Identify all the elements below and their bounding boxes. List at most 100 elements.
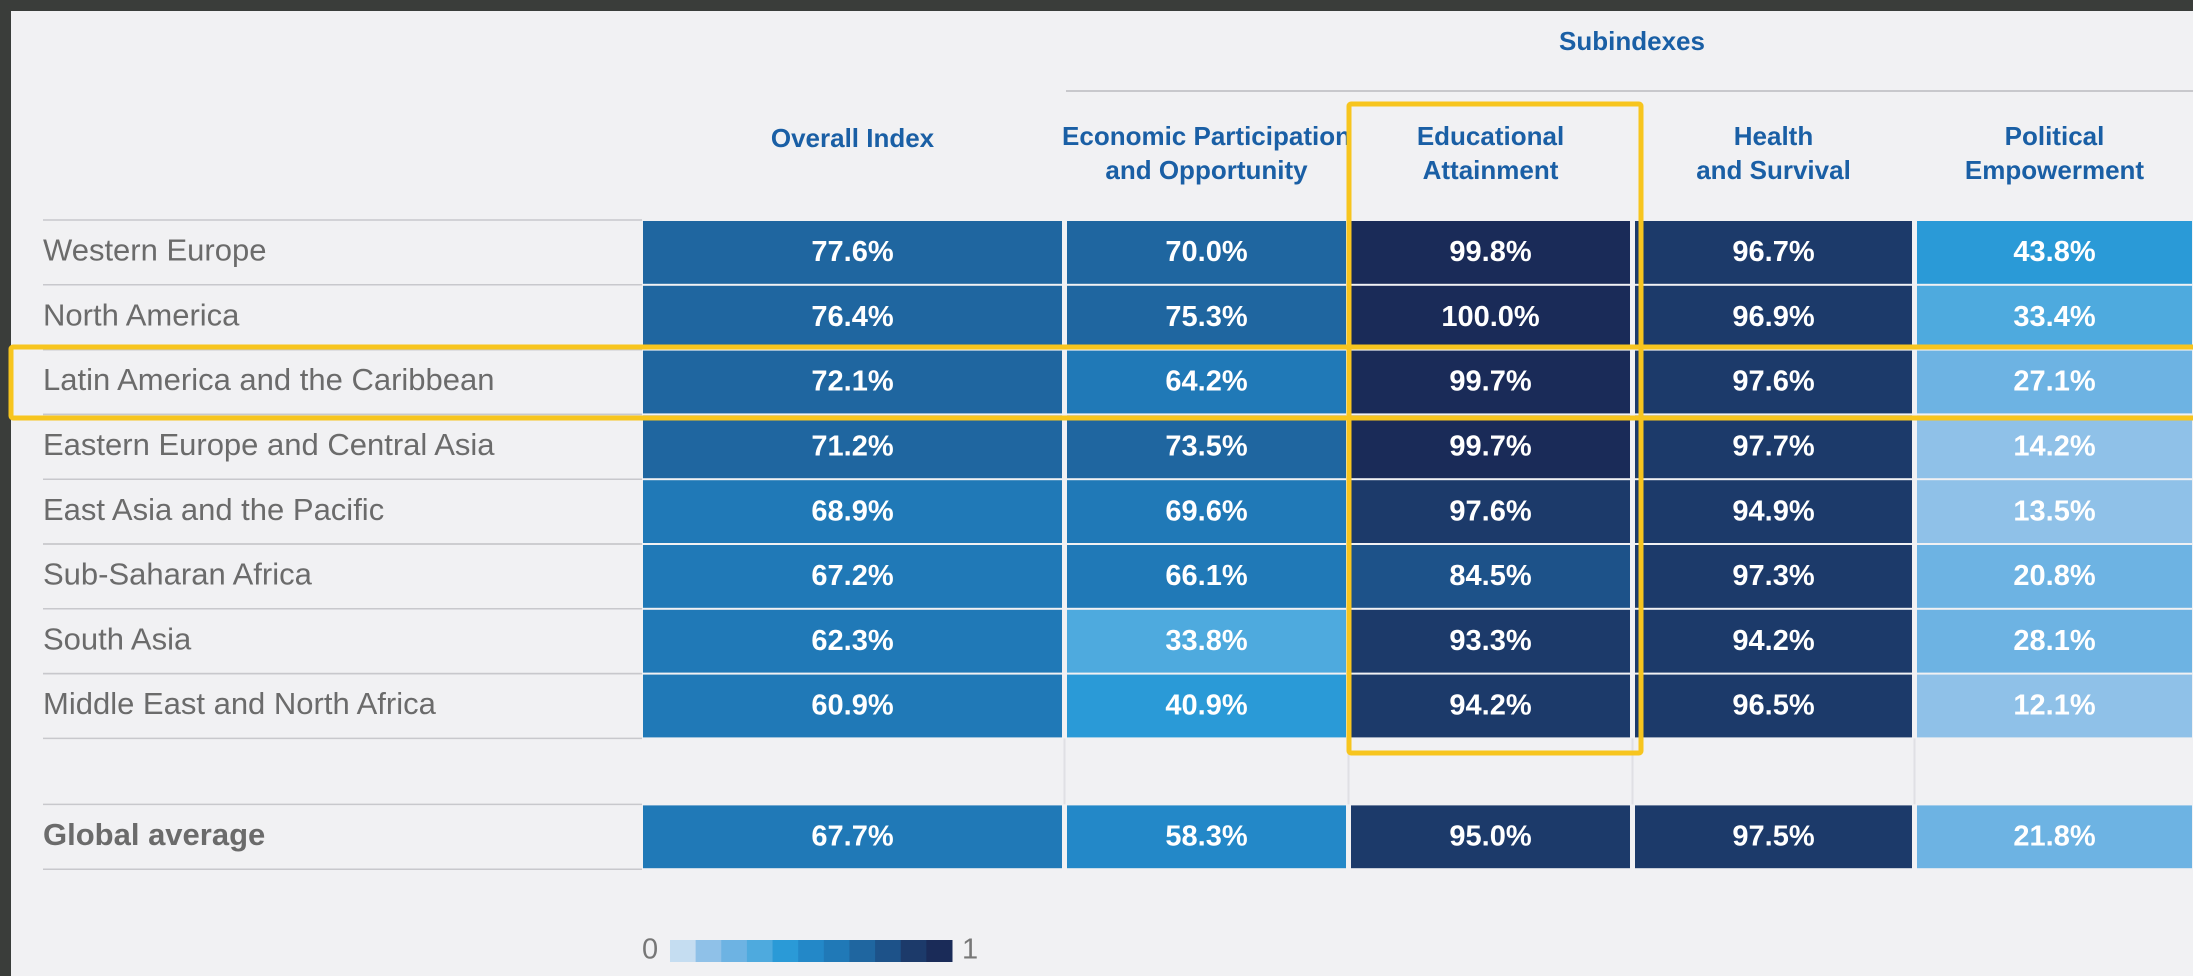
cell-value: 69.6% <box>1165 495 1247 527</box>
legend-swatch <box>746 940 774 962</box>
region-label: Middle East and North Africa <box>43 686 437 721</box>
heat-cell <box>643 221 1062 284</box>
heat-cell <box>1917 805 2192 869</box>
cell-value: 68.9% <box>811 495 893 527</box>
cell-value: 76.4% <box>811 301 893 333</box>
heat-cell <box>643 350 1062 414</box>
heat-cell <box>1351 480 1630 543</box>
heat-cell <box>1917 674 2192 738</box>
region-label: North America <box>43 297 240 332</box>
legend-swatch <box>849 940 876 962</box>
cell-value: 97.3% <box>1732 560 1814 592</box>
region-label: Eastern Europe and Central Asia <box>43 427 495 462</box>
heat-cell <box>1917 545 2192 608</box>
heat-cell <box>1917 350 2192 414</box>
region-label: Latin America and the Caribbean <box>43 362 495 397</box>
cell-value: 75.3% <box>1165 301 1247 333</box>
column-header: Empowerment <box>1965 155 2144 185</box>
cell-value: 84.5% <box>1449 560 1531 592</box>
region-label: Sub-Saharan Africa <box>43 557 313 592</box>
cell-value: 12.1% <box>2013 690 2095 722</box>
heat-cell <box>1067 480 1346 543</box>
column-header: Health <box>1734 121 1813 151</box>
heat-cell <box>1635 674 1912 738</box>
cell-value: 97.5% <box>1732 820 1814 852</box>
cell-value: 67.2% <box>811 560 893 592</box>
heat-cell <box>1351 805 1630 869</box>
heat-cell <box>1067 221 1346 284</box>
cell-value: 94.9% <box>1732 495 1814 527</box>
legend-swatch <box>900 940 927 962</box>
legend-swatch <box>926 940 953 962</box>
column-header: and Opportunity <box>1105 155 1308 185</box>
column-highlight <box>1346 101 1644 756</box>
cell-value: 58.3% <box>1165 820 1247 852</box>
heat-cell <box>643 480 1062 543</box>
heat-cell <box>1351 609 1630 673</box>
column-header: Political <box>2005 121 2105 151</box>
cell-value: 21.8% <box>2013 820 2095 852</box>
heat-cell <box>1351 285 1630 349</box>
heat-cell <box>1635 285 1912 349</box>
cell-value: 60.9% <box>811 690 893 722</box>
heat-cell <box>1635 545 1912 608</box>
cell-value: 97.7% <box>1732 430 1814 462</box>
heat-cell <box>1917 285 2192 349</box>
cell-value: 33.4% <box>2013 301 2095 333</box>
cell-value: 62.3% <box>811 625 893 657</box>
cell-value: 72.1% <box>811 366 893 398</box>
cell-value: 97.6% <box>1449 495 1531 527</box>
cell-value: 20.8% <box>2013 560 2095 592</box>
cell-value: 96.5% <box>1732 690 1814 722</box>
region-label: South Asia <box>43 621 192 656</box>
cell-value: 67.7% <box>811 820 893 852</box>
heat-cell <box>1067 805 1346 869</box>
heat-cell <box>1067 415 1346 479</box>
heat-cell <box>1067 285 1346 349</box>
cell-value: 100.0% <box>1441 301 1540 333</box>
heat-cell <box>643 285 1062 349</box>
heat-cell <box>643 805 1062 869</box>
legend-max: 1 <box>962 934 978 966</box>
heat-cell <box>1635 415 1912 479</box>
cell-value: 97.6% <box>1732 366 1814 398</box>
column-header: and Survival <box>1696 155 1851 185</box>
cell-value: 14.2% <box>2013 430 2095 462</box>
heat-cell <box>1067 609 1346 673</box>
heat-cell <box>643 415 1062 479</box>
legend-swatch <box>823 940 850 962</box>
cell-value: 94.2% <box>1449 690 1531 722</box>
cell-value: 94.2% <box>1732 625 1814 657</box>
heat-cell <box>1635 609 1912 673</box>
heat-cell <box>1351 221 1630 284</box>
cell-value: 43.8% <box>2013 236 2095 268</box>
region-label: Global average <box>43 817 265 852</box>
cell-value: 40.9% <box>1165 690 1247 722</box>
group-header: Subindexes <box>1559 26 1705 56</box>
heat-cell <box>1067 350 1346 414</box>
cell-value: 70.0% <box>1165 236 1247 268</box>
column-header: Economic Participation <box>1062 121 1351 151</box>
cell-value: 95.0% <box>1449 820 1531 852</box>
cell-value: 73.5% <box>1165 430 1247 462</box>
cell-value: 64.2% <box>1165 366 1247 398</box>
heat-cell <box>1917 415 2192 479</box>
legend-swatch <box>670 940 697 962</box>
heat-cell <box>1351 674 1630 738</box>
heat-cell <box>1635 805 1912 869</box>
cell-value: 13.5% <box>2013 495 2095 527</box>
cell-value: 66.1% <box>1165 560 1247 592</box>
legend-min: 0 <box>642 934 658 966</box>
cell-value: 77.6% <box>811 236 893 268</box>
legend-swatch <box>695 940 722 962</box>
heat-cell <box>1917 221 2192 284</box>
column-header: Overall Index <box>771 123 935 153</box>
cell-value: 93.3% <box>1449 625 1531 657</box>
heat-cell <box>1067 674 1346 738</box>
cell-value: 33.8% <box>1165 625 1247 657</box>
heat-cell <box>643 674 1062 738</box>
heat-cell <box>1917 609 2192 673</box>
cell-value: 99.7% <box>1449 430 1531 462</box>
heat-cell <box>1635 480 1912 543</box>
